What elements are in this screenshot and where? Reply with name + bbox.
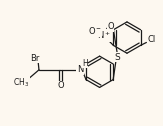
Text: O: O: [107, 22, 114, 31]
Text: Cl: Cl: [147, 35, 155, 44]
Text: CH$_3$: CH$_3$: [13, 76, 30, 89]
Text: O: O: [57, 81, 64, 90]
Text: H: H: [82, 58, 88, 68]
Text: O$^-$: O$^-$: [88, 25, 102, 36]
Text: N: N: [77, 65, 83, 74]
Text: N$^+$: N$^+$: [97, 30, 111, 41]
Text: S: S: [114, 53, 120, 62]
Text: Br: Br: [30, 54, 40, 63]
